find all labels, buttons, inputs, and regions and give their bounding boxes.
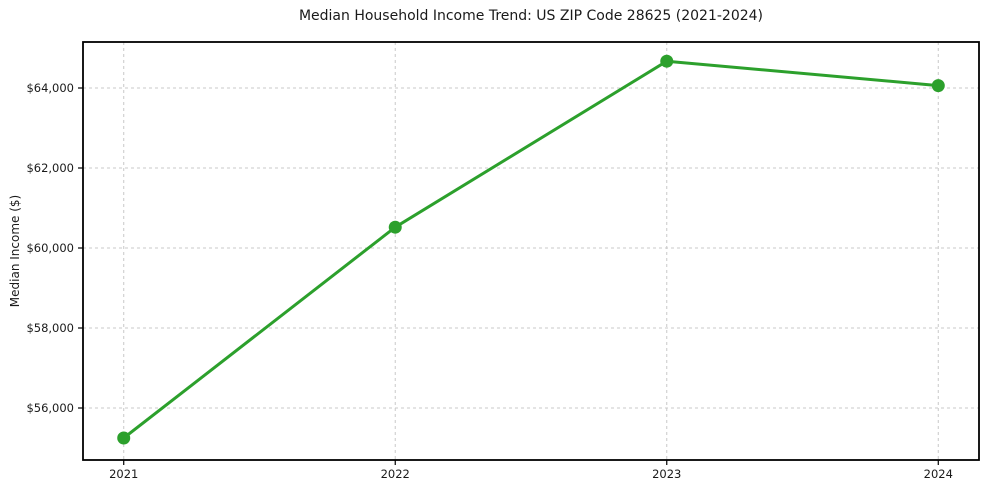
y-tick-label: $58,000 [26,321,74,335]
y-tick-label: $56,000 [26,401,74,415]
x-tick-label: 2021 [109,467,138,481]
data-point-2023 [660,54,674,68]
chart-title: Median Household Income Trend: US ZIP Co… [298,8,764,24]
data-point-2021 [117,431,131,445]
data-point-2022 [388,220,402,234]
y-tick-label: $60,000 [26,241,74,255]
x-tick-label: 2023 [652,467,681,481]
plot-border [82,41,980,461]
y-axis-title: Median Income ($) [8,194,22,308]
data-point-2024 [931,79,945,93]
x-tick-label: 2022 [381,467,410,481]
y-tick-label: $62,000 [26,161,74,175]
y-tick-label: $64,000 [26,81,74,95]
trend-line [122,59,940,440]
x-tick-label: 2024 [924,467,953,481]
